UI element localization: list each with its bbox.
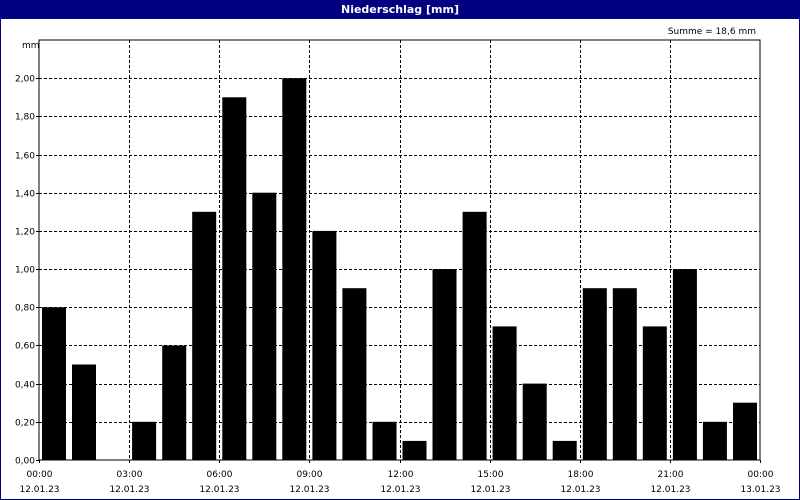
- bar: [402, 440, 427, 460]
- x-tick-time-label: 21:00: [658, 470, 684, 480]
- bar-series: [42, 78, 757, 461]
- y-tick-label: 1,20: [15, 228, 35, 238]
- y-tick-label: 0,20: [15, 419, 35, 429]
- y-tick-label: 0,40: [15, 381, 35, 391]
- x-tick-time-label: 12:00: [388, 470, 414, 480]
- x-tick-date-label: 12.01.23: [199, 485, 239, 495]
- x-tick-time-label: 18:00: [568, 470, 594, 480]
- bar: [42, 307, 66, 460]
- bar: [72, 364, 96, 460]
- x-tick-time-label: 00:00: [748, 470, 774, 480]
- x-tick-time-label: 09:00: [297, 470, 323, 480]
- bar: [582, 288, 607, 460]
- x-tick-date-label: 12.01.23: [109, 485, 149, 495]
- y-tick-label: 0,80: [15, 304, 35, 314]
- y-tick-label: 1,00: [15, 266, 35, 276]
- bar: [492, 326, 517, 460]
- plot-area: [38, 39, 761, 461]
- y-tick-label: 0,00: [15, 457, 35, 467]
- bar: [733, 402, 757, 460]
- bar: [252, 192, 277, 460]
- y-tick-label: 1,80: [15, 113, 35, 123]
- bar: [522, 383, 547, 460]
- bar: [132, 421, 157, 460]
- sum-annotation: Summe = 18,6 mm: [668, 27, 756, 37]
- bar: [282, 78, 307, 460]
- x-tick-date-label: 12.01.23: [470, 485, 510, 495]
- chart-title: Niederschlag [mm]: [0, 0, 800, 19]
- grid-lines: [39, 40, 760, 460]
- y-tick-label: 2,00: [15, 75, 35, 85]
- y-tick-label: 0,60: [15, 342, 35, 352]
- x-tick-date-label: 13.01.23: [740, 485, 780, 495]
- bar: [672, 269, 697, 460]
- x-tick-time-label: 06:00: [207, 470, 233, 480]
- x-tick-date-label: 12.01.23: [289, 485, 329, 495]
- bar: [462, 211, 487, 460]
- x-tick-time-label: 03:00: [117, 470, 143, 480]
- x-tick-time-label: 00:00: [27, 470, 53, 480]
- bar: [432, 269, 457, 460]
- y-tick-label: 1,60: [15, 152, 35, 162]
- bar: [702, 421, 727, 460]
- x-tick-date-label: 12.01.23: [560, 485, 600, 495]
- x-tick-date-label: 12.01.23: [380, 485, 420, 495]
- x-axis: 00:00 12.01.23 03:00 12.01.23 06:00 12.01.23 0…: [19, 460, 781, 495]
- bar: [612, 288, 637, 460]
- y-axis-label: mm: [22, 41, 40, 51]
- bar: [312, 230, 337, 460]
- bar: [642, 326, 667, 460]
- bar: [372, 421, 397, 460]
- x-tick-time-label: 15:00: [478, 470, 504, 480]
- bar: [342, 288, 367, 460]
- bar: [222, 97, 247, 461]
- y-tick-label: 1,40: [15, 190, 35, 200]
- y-axis: 0,00 0,20 0,40 0,60 0,80 1,00 1,20 1,40 1,60 1,80…: [15, 75, 39, 467]
- x-tick-date-label: 12.01.23: [19, 485, 59, 495]
- bar: [192, 211, 217, 460]
- x-tick-date-label: 12.01.23: [650, 485, 690, 495]
- bar: [162, 345, 187, 460]
- bar: [552, 440, 577, 460]
